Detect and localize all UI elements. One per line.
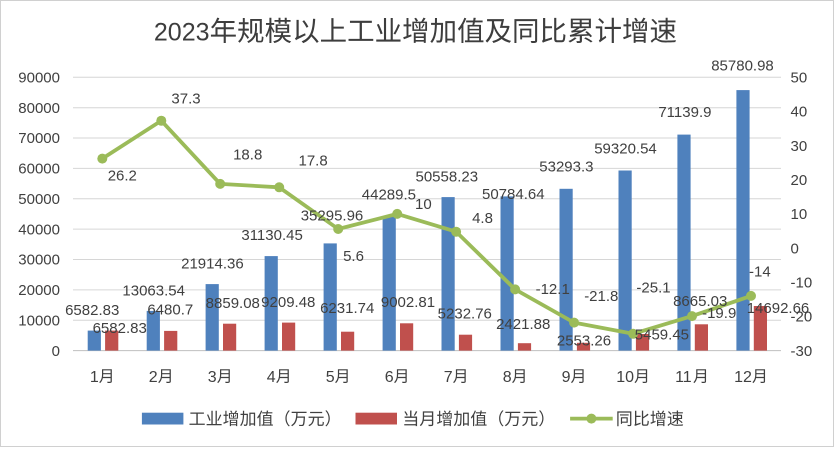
svg-text:60000: 60000	[18, 161, 60, 178]
svg-text:21914.36: 21914.36	[181, 256, 244, 273]
svg-text:-20: -20	[791, 309, 813, 326]
svg-text:26.2: 26.2	[108, 168, 137, 185]
svg-text:20: 20	[791, 172, 808, 189]
svg-text:44289.5: 44289.5	[362, 187, 416, 204]
svg-text:6480.7: 6480.7	[147, 302, 193, 319]
svg-text:18.8: 18.8	[233, 147, 262, 164]
svg-text:50000: 50000	[18, 191, 60, 208]
svg-text:5459.45: 5459.45	[635, 326, 689, 343]
svg-text:50558.23: 50558.23	[416, 169, 479, 186]
svg-text:20000: 20000	[18, 282, 60, 299]
svg-text:0: 0	[791, 240, 799, 257]
svg-text:2023: 2023	[154, 18, 210, 46]
svg-text:85780.98: 85780.98	[711, 57, 774, 74]
svg-text:80000: 80000	[18, 100, 60, 117]
svg-text:-25.1: -25.1	[636, 280, 670, 297]
svg-text:-12.1: -12.1	[536, 281, 570, 298]
svg-text:8859.08: 8859.08	[206, 295, 260, 312]
svg-text:1: 1	[90, 369, 99, 386]
svg-text:6: 6	[385, 369, 394, 386]
svg-text:9002.81: 9002.81	[381, 294, 435, 311]
svg-text:10: 10	[415, 196, 432, 213]
svg-text:35295.96: 35295.96	[301, 208, 364, 225]
svg-text:8665.03: 8665.03	[673, 293, 727, 310]
svg-text:53293.3: 53293.3	[539, 158, 593, 175]
svg-text:10: 10	[791, 206, 808, 223]
svg-text:-19.9: -19.9	[702, 305, 736, 322]
svg-text:4: 4	[267, 369, 276, 386]
svg-text:7: 7	[444, 369, 453, 386]
svg-text:2553.26: 2553.26	[557, 332, 611, 349]
svg-text:71139.9: 71139.9	[658, 104, 711, 121]
svg-text:14692.66: 14692.66	[747, 300, 810, 317]
svg-text:70000: 70000	[18, 130, 60, 147]
svg-text:-14: -14	[749, 264, 771, 281]
svg-text:8: 8	[503, 369, 512, 386]
svg-text:10: 10	[616, 369, 634, 386]
svg-text:40000: 40000	[18, 221, 60, 238]
svg-text:17.8: 17.8	[298, 152, 327, 169]
svg-text:3: 3	[208, 369, 217, 386]
svg-text:-30: -30	[791, 343, 813, 360]
svg-text:2: 2	[149, 369, 158, 386]
svg-text:90000: 90000	[18, 70, 60, 87]
svg-text:2421.88: 2421.88	[496, 316, 550, 333]
svg-text:30: 30	[791, 138, 808, 155]
svg-text:13063.54: 13063.54	[122, 283, 185, 300]
svg-text:9: 9	[562, 369, 571, 386]
svg-text:30000: 30000	[18, 252, 60, 269]
svg-text:59320.54: 59320.54	[594, 140, 657, 157]
svg-text:11: 11	[675, 369, 692, 386]
svg-text:50: 50	[791, 70, 808, 87]
svg-text:5232.76: 5232.76	[438, 306, 492, 323]
svg-text:31130.45: 31130.45	[241, 227, 302, 244]
svg-text:5.6: 5.6	[343, 248, 364, 265]
svg-text:37.3: 37.3	[171, 91, 200, 108]
svg-text:0: 0	[52, 343, 60, 360]
svg-text:6582.83: 6582.83	[93, 320, 147, 337]
svg-text:10000: 10000	[18, 312, 60, 329]
svg-text:4.8: 4.8	[472, 210, 493, 227]
svg-text:-21.8: -21.8	[584, 288, 618, 305]
svg-text:40: 40	[791, 104, 808, 121]
svg-text:-10: -10	[791, 275, 813, 292]
svg-text:9209.48: 9209.48	[261, 294, 315, 311]
svg-text:12: 12	[734, 369, 752, 386]
svg-text:50784.64: 50784.64	[482, 186, 545, 203]
svg-text:6231.74: 6231.74	[320, 300, 374, 317]
svg-text:6582.83: 6582.83	[65, 302, 119, 319]
svg-text:5: 5	[326, 369, 335, 386]
